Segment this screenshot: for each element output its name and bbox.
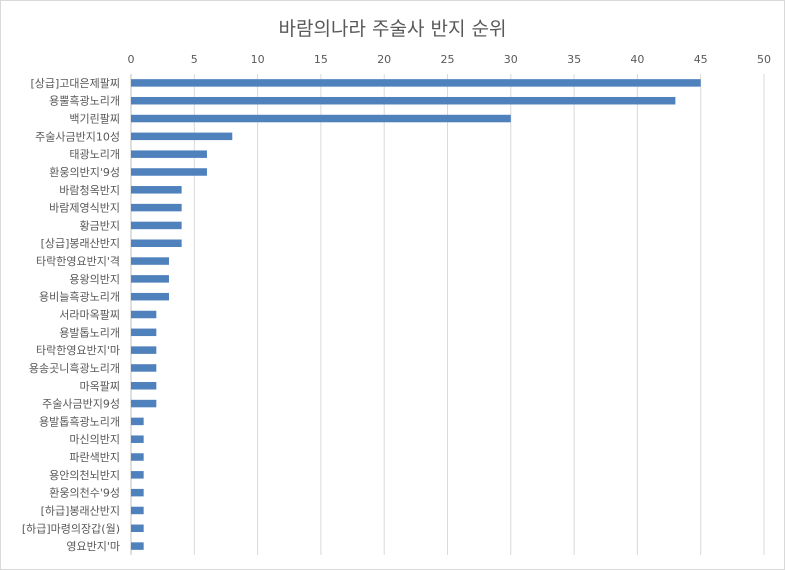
category-label: 서라마옥팔찌 bbox=[59, 309, 120, 322]
category-label: [상급]봉래산반지 bbox=[41, 237, 120, 250]
bar bbox=[131, 114, 511, 123]
x-tick-label: 35 bbox=[567, 53, 581, 66]
category-label: 파란색반지 bbox=[69, 451, 120, 464]
x-tick-label: 0 bbox=[128, 53, 135, 66]
bar bbox=[131, 96, 676, 105]
x-axis-ticks: 0 5 10 15 20 25 30 35 40 45 50 bbox=[128, 53, 772, 66]
category-label: 용왕의반지 bbox=[69, 273, 120, 286]
bar bbox=[131, 524, 144, 533]
category-label: 마옥팔찌 bbox=[80, 380, 120, 393]
bar bbox=[131, 257, 169, 265]
category-label: 타락한영요반지'마 bbox=[36, 344, 120, 357]
x-tick-label: 25 bbox=[441, 53, 455, 66]
bar bbox=[131, 132, 233, 141]
bar bbox=[131, 382, 157, 390]
category-label: 영요반지'마 bbox=[66, 540, 120, 553]
bar bbox=[131, 221, 182, 230]
bar bbox=[131, 239, 182, 247]
x-tick-label: 40 bbox=[630, 53, 644, 66]
bars bbox=[131, 79, 701, 550]
category-label: 주술사금반지10성 bbox=[35, 130, 120, 143]
category-label: 백기린팔찌 bbox=[69, 113, 120, 126]
x-tick-label: 20 bbox=[377, 53, 391, 66]
category-label: 마신의반지 bbox=[69, 433, 120, 446]
bar bbox=[131, 168, 207, 176]
bar bbox=[131, 542, 144, 550]
bar bbox=[131, 471, 144, 479]
bar bbox=[131, 275, 169, 283]
category-label: 용발톱노리개 bbox=[59, 326, 120, 339]
gridlines bbox=[130, 74, 765, 555]
bar bbox=[131, 453, 144, 461]
bar bbox=[131, 417, 144, 426]
bar bbox=[131, 292, 169, 301]
bar bbox=[131, 346, 157, 354]
category-label: 환웅의반지'9성 bbox=[49, 166, 120, 179]
bar bbox=[131, 203, 182, 212]
category-label: 용송곳니흑광노리개 bbox=[29, 361, 120, 375]
bar bbox=[131, 435, 144, 443]
bar bbox=[131, 399, 157, 408]
bar bbox=[131, 364, 157, 372]
category-label: 태광노리개 bbox=[69, 148, 120, 161]
x-tick-label: 15 bbox=[314, 53, 328, 66]
category-labels: [상급]고대은제팔찌용뿔흑광노리개백기린팔찌주술사금반지10성태광노리개환웅의반… bbox=[22, 77, 120, 553]
bar bbox=[131, 488, 144, 497]
category-label: 용발톱흑광노리개 bbox=[39, 414, 120, 428]
category-label: [하급]봉래산반지 bbox=[41, 503, 120, 517]
category-label: [하급]마령의장갑(월) bbox=[22, 521, 120, 535]
bar bbox=[131, 328, 157, 337]
category-label: 바람제영식반지 bbox=[49, 202, 120, 215]
x-tick-label: 30 bbox=[504, 53, 518, 66]
x-tick-label: 10 bbox=[251, 53, 265, 66]
category-label: 용뿔흑광노리개 bbox=[49, 94, 120, 108]
bar bbox=[131, 506, 144, 515]
category-label: 주술사금반지9성 bbox=[42, 398, 120, 411]
x-tick-label: 50 bbox=[757, 53, 771, 66]
category-label: 바람청옥반지 bbox=[59, 184, 120, 197]
x-tick-label: 45 bbox=[694, 53, 708, 66]
bar bbox=[131, 150, 207, 158]
category-label: 용비늘흑광노리개 bbox=[39, 290, 120, 304]
category-label: 환웅의천수'9성 bbox=[49, 486, 120, 500]
category-label: 용안의천뇌반지 bbox=[49, 468, 120, 482]
chart-title: 바람의나라 주술사 반지 순위 bbox=[278, 18, 507, 40]
bar bbox=[131, 79, 701, 87]
bar bbox=[131, 310, 157, 319]
category-label: 타락한영요반지'격 bbox=[36, 255, 120, 268]
x-tick-label: 5 bbox=[191, 53, 198, 66]
category-label: [상급]고대은제팔찌 bbox=[30, 77, 120, 90]
bar bbox=[131, 186, 182, 194]
category-label: 황금반지 bbox=[80, 219, 120, 232]
